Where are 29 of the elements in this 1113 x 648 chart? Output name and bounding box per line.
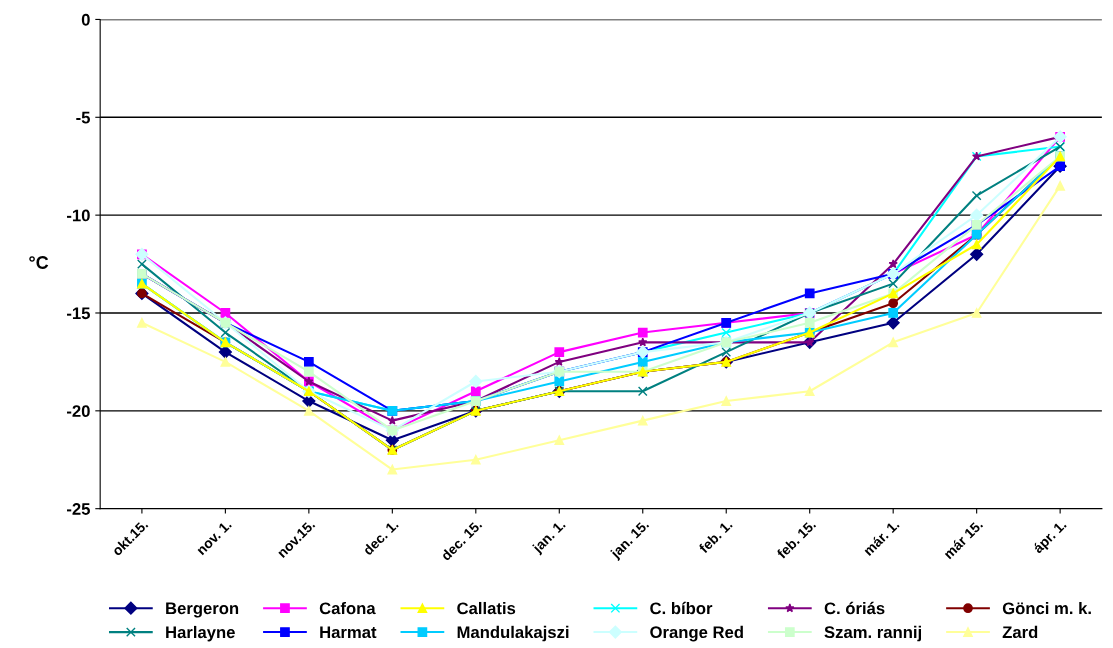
legend-label: Gönci m. k. — [1002, 601, 1091, 615]
y-tick-label: -15 — [67, 307, 90, 320]
legend-label: C. óriás — [824, 601, 885, 615]
x-tick-label: feb. 1. — [698, 519, 733, 554]
legend-label: Cafona — [319, 601, 376, 615]
legend-label: Bergeron — [166, 602, 239, 618]
legend-label: Zard — [1002, 625, 1038, 639]
y-tick-label: -10 — [67, 209, 90, 222]
y-tick-label: -25 — [67, 503, 90, 515]
legend-label: Callatis — [457, 601, 516, 615]
x-tick-label: nov. 1. — [196, 519, 232, 556]
x-tick-label: jan. 15. — [609, 519, 652, 562]
legend-label: Harmat — [320, 626, 377, 639]
y-axis-title: °C — [29, 256, 49, 269]
x-tick-label: jan. 1. — [531, 519, 568, 556]
x-tick-label: ápr. 1. — [1032, 519, 1069, 556]
y-tick-label: -20 — [67, 405, 90, 418]
x-tick-label: már. 1. — [862, 518, 900, 557]
legend-label: Harlayne — [166, 625, 235, 642]
legend-label: Orange Red — [650, 625, 743, 642]
y-tick-label: 0 — [81, 13, 90, 26]
x-tick-label: már 15. — [942, 518, 984, 560]
x-tick-label: feb. 15. — [776, 519, 817, 560]
legend-label: Szam. rannij — [824, 625, 921, 642]
y-tick-label: -5 — [76, 111, 90, 124]
legend-label: C. bíbor — [650, 601, 713, 615]
x-tick-label: dec. 15. — [440, 519, 483, 562]
legend-label: Mandulakajszi — [457, 625, 569, 642]
x-tick-label: dec. 1. — [362, 519, 399, 556]
